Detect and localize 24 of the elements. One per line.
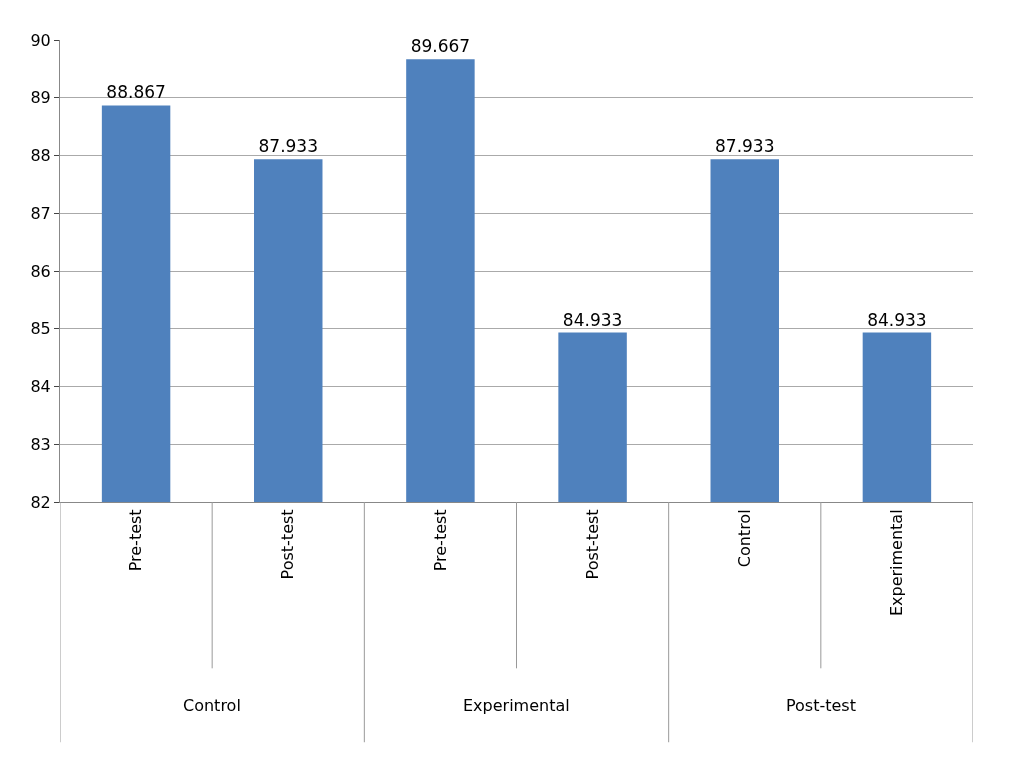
y-tick-label: 83 <box>30 434 51 454</box>
y-tick-label: 89 <box>30 88 51 108</box>
data-label: 89.667 <box>410 36 471 57</box>
x-tick-label: Post-test <box>582 509 602 580</box>
x-tick-label: Control <box>734 509 754 568</box>
text: Experimental <box>463 696 570 715</box>
x-tick-label: Pre-test <box>126 509 146 572</box>
y-tick-label: 87 <box>30 203 51 223</box>
x-tick-label: Post-test <box>278 509 298 580</box>
data-label: 84.933 <box>562 309 623 330</box>
y-tick-label: 82 <box>30 492 51 512</box>
y-tick-label: 90 <box>30 30 51 50</box>
data-label: 84.933 <box>867 309 927 330</box>
y-tick-label: 88 <box>30 146 51 166</box>
x-tick-label: Experimental <box>887 509 907 617</box>
data-label: 88.867 <box>106 82 166 103</box>
x-tick-label: Pre-test <box>430 509 450 572</box>
y-tick-label: 85 <box>30 319 51 339</box>
data-label: 87.933 <box>715 136 775 157</box>
y-tick-label: 86 <box>30 261 51 281</box>
y-tick-label: 84 <box>30 377 51 397</box>
data-label: 87.933 <box>258 136 318 157</box>
text: Post-test <box>786 696 856 715</box>
text: Control <box>183 696 241 715</box>
